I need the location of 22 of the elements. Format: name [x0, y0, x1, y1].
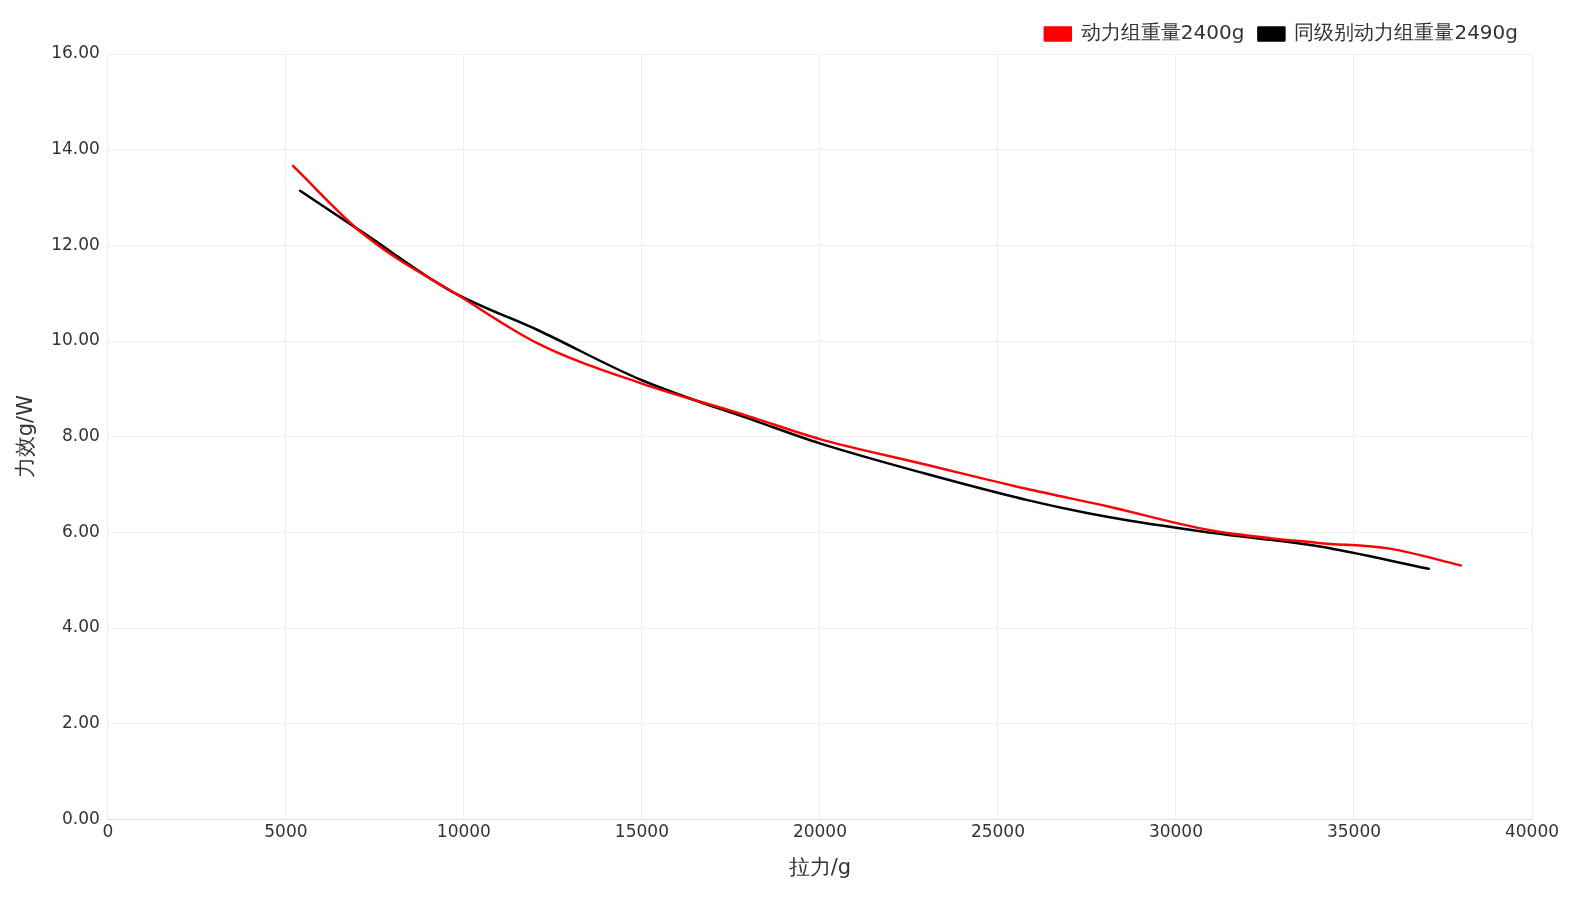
y-tick-label: 16.00 — [51, 42, 100, 63]
legend-label: 同级别动力组重量2490g — [1294, 20, 1518, 45]
y-tick-label: 4.00 — [62, 616, 100, 637]
x-tick-label: 30000 — [1148, 821, 1204, 842]
x-tick-label: 0 — [102, 821, 114, 842]
y-tick-label: 0.00 — [62, 807, 100, 828]
y-tick-label: 8.00 — [62, 425, 100, 446]
y-tick-label: 2.00 — [62, 712, 100, 733]
y-tick-label: 10.00 — [51, 329, 100, 350]
x-axis-title: 拉力/g — [788, 854, 852, 879]
y-tick-label: 14.00 — [51, 138, 100, 159]
x-tick-label: 20000 — [792, 821, 847, 842]
x-tick-label: 10000 — [436, 821, 491, 842]
y-axis-title: 力效g/W — [13, 394, 38, 479]
x-tick-label: 25000 — [970, 821, 1025, 842]
legend-label: 动力组重量2400g — [1080, 20, 1245, 45]
x-tick-label: 35000 — [1326, 821, 1382, 842]
x-tick-label: 15000 — [614, 821, 669, 842]
x-tick-label: 40000 — [1504, 821, 1560, 842]
x-tick-label: 5000 — [264, 821, 308, 842]
y-tick-label: 6.00 — [62, 520, 100, 541]
y-tick-label: 12.00 — [51, 233, 100, 254]
